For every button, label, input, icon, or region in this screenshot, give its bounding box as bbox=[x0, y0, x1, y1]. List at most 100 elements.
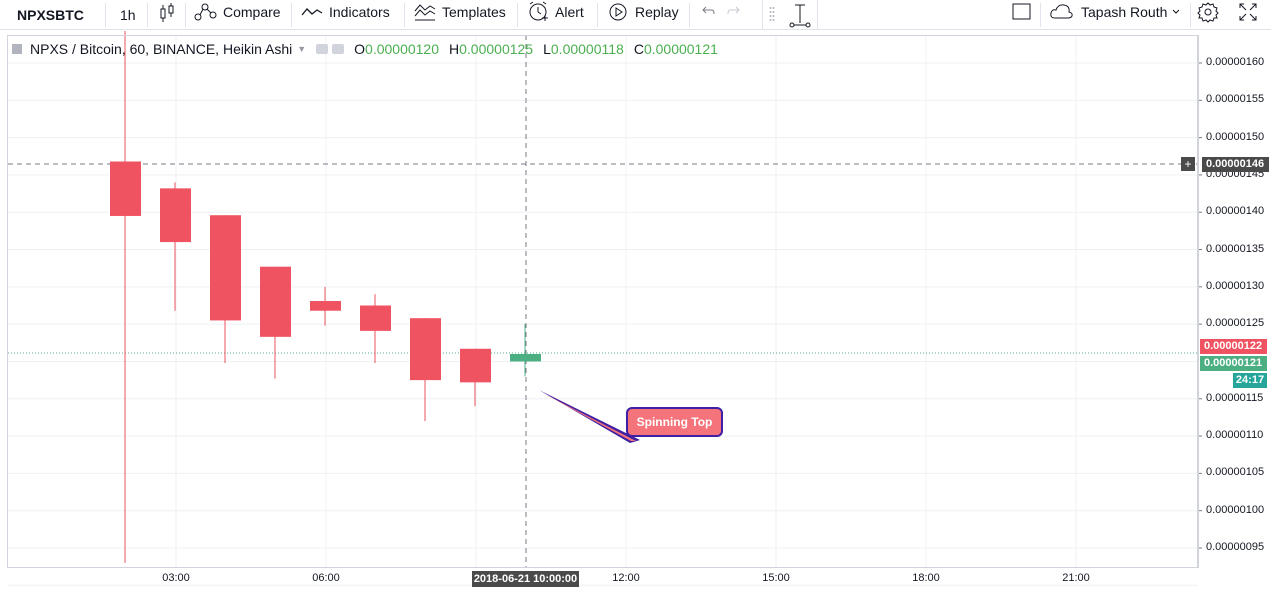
toolbar-divider bbox=[517, 3, 518, 27]
time-tick-label: 12:00 bbox=[612, 572, 640, 584]
indicators-label: Indicators bbox=[329, 4, 390, 20]
toolbar-divider bbox=[185, 3, 186, 27]
trend-line-tool-icon[interactable] bbox=[787, 2, 813, 28]
toolbar-divider bbox=[597, 3, 598, 27]
price-tick-label: 0.00000110 bbox=[1206, 429, 1264, 442]
replay-button[interactable]: Replay bbox=[607, 0, 679, 24]
candle bbox=[410, 318, 441, 422]
price-tick-label: 0.00000160 bbox=[1206, 56, 1265, 68]
compare-button[interactable]: Compare bbox=[193, 0, 281, 24]
layout-button[interactable] bbox=[1012, 0, 1032, 24]
series-menu-caret-icon[interactable]: ▼ bbox=[297, 44, 307, 54]
toolbar-divider bbox=[689, 3, 690, 27]
close-label: C bbox=[633, 41, 644, 57]
candle bbox=[460, 348, 491, 407]
chart-style-button[interactable] bbox=[158, 1, 176, 25]
candle-body bbox=[310, 301, 341, 311]
eye-icon[interactable] bbox=[316, 44, 329, 54]
redo-icon bbox=[727, 6, 740, 15]
templates-label: Templates bbox=[442, 4, 506, 20]
user-menu-button[interactable]: Tapash Routh bbox=[1049, 0, 1185, 24]
crosshair-time-label: 2018-06-21 10:00:00 bbox=[472, 571, 579, 587]
crosshair-price-label: 0.00000146 bbox=[1202, 157, 1269, 172]
candle-body bbox=[160, 188, 191, 243]
interval-button[interactable]: 1h bbox=[120, 3, 136, 27]
price-tick-label: 0.00000130 bbox=[1206, 279, 1265, 292]
candle-body bbox=[110, 161, 141, 216]
alert-button[interactable]: Alert bbox=[527, 0, 584, 24]
settings-button[interactable] bbox=[1197, 0, 1219, 24]
candle-body bbox=[210, 215, 241, 321]
toolbar-divider bbox=[105, 3, 106, 27]
redo-button[interactable] bbox=[727, 0, 743, 24]
candle bbox=[260, 266, 291, 379]
candle bbox=[210, 215, 241, 363]
close-value: 0.00000121 bbox=[643, 41, 718, 57]
alarm-clock-icon bbox=[529, 1, 548, 21]
crosshair bbox=[8, 35, 1198, 567]
toolbar-divider bbox=[291, 3, 292, 27]
fullscreen-button[interactable] bbox=[1238, 0, 1258, 24]
low-value: 0.00000118 bbox=[550, 41, 624, 57]
drag-handle-icon[interactable] bbox=[769, 6, 775, 22]
top-toolbar: NPXSBTC 1h Compare Indicators Templates … bbox=[0, 0, 1271, 30]
layout-square-icon bbox=[1012, 3, 1031, 20]
open-value: 0.00000120 bbox=[365, 41, 439, 57]
interval-label: 1h bbox=[120, 7, 136, 23]
time-tick-label: 21:00 bbox=[1062, 572, 1090, 584]
toolbar-divider bbox=[1040, 3, 1041, 27]
callout-pointer bbox=[539, 390, 640, 443]
time-tick-label: 18:00 bbox=[912, 572, 940, 584]
chart-grid bbox=[8, 35, 1202, 586]
candlestick-icon bbox=[160, 3, 174, 22]
indicators-icon bbox=[301, 8, 323, 16]
templates-button[interactable]: Templates bbox=[414, 0, 506, 24]
fullscreen-icon bbox=[1239, 3, 1257, 21]
toolbar-divider bbox=[1190, 3, 1191, 27]
low-label: L bbox=[543, 41, 551, 57]
gear-icon bbox=[1197, 2, 1219, 23]
candle-body bbox=[510, 354, 541, 362]
candle-body bbox=[260, 266, 291, 337]
compare-icon bbox=[194, 3, 217, 21]
compare-label: Compare bbox=[223, 4, 281, 20]
price-tick-label: 0.00000125 bbox=[1206, 317, 1265, 330]
price-tick-label: 0.00000115 bbox=[1206, 391, 1264, 404]
series-legend: NPXS / Bitcoin, 60, BINANCE, Heikin Ashi… bbox=[12, 40, 718, 58]
price-tick-label: 0.00000155 bbox=[1206, 93, 1265, 106]
current-price-tag: 0.00000121 bbox=[1200, 356, 1267, 371]
open-label: O bbox=[354, 41, 366, 57]
time-tick-label: 06:00 bbox=[312, 572, 340, 584]
callout-pointer-fill bbox=[541, 392, 636, 441]
candle-body bbox=[410, 318, 441, 381]
toolbar-divider bbox=[404, 3, 405, 27]
callout-pointer-shape bbox=[539, 390, 640, 443]
toolbar-divider bbox=[147, 3, 148, 27]
high-label: H bbox=[449, 41, 460, 57]
settings-small-icon[interactable] bbox=[332, 44, 345, 54]
time-tick-label: 15:00 bbox=[762, 572, 790, 584]
bottom-toolbar-edge bbox=[0, 594, 1271, 601]
undo-button[interactable] bbox=[699, 0, 715, 24]
spinning-top-callout[interactable]: Spinning Top bbox=[626, 407, 723, 437]
chart-canvas[interactable] bbox=[0, 31, 1271, 601]
candle bbox=[510, 324, 541, 377]
drawing-tools-panel bbox=[762, 0, 818, 30]
price-tick-label: 0.00000135 bbox=[1206, 242, 1265, 255]
indicators-button[interactable]: Indicators bbox=[301, 0, 390, 24]
time-tick-label: 03:00 bbox=[162, 572, 190, 584]
bar-countdown: 24:17 bbox=[1233, 373, 1267, 388]
candle bbox=[310, 286, 341, 326]
collapse-legend-icon[interactable] bbox=[12, 44, 22, 54]
user-name-label: Tapash Routh bbox=[1081, 4, 1168, 20]
candle-body bbox=[460, 348, 491, 383]
candle-body bbox=[360, 305, 391, 331]
undo-icon bbox=[702, 6, 715, 15]
price-tick-label: 0.00000105 bbox=[1206, 466, 1265, 479]
cloud-icon bbox=[1050, 4, 1073, 19]
candle bbox=[160, 182, 191, 311]
series-title[interactable]: NPXS / Bitcoin, 60, BINANCE, Heikin Ashi bbox=[30, 41, 293, 57]
add-alert-plus-button[interactable]: + bbox=[1181, 157, 1195, 171]
symbol-search-button[interactable]: NPXSBTC bbox=[17, 3, 84, 27]
alert-label: Alert bbox=[555, 4, 584, 20]
